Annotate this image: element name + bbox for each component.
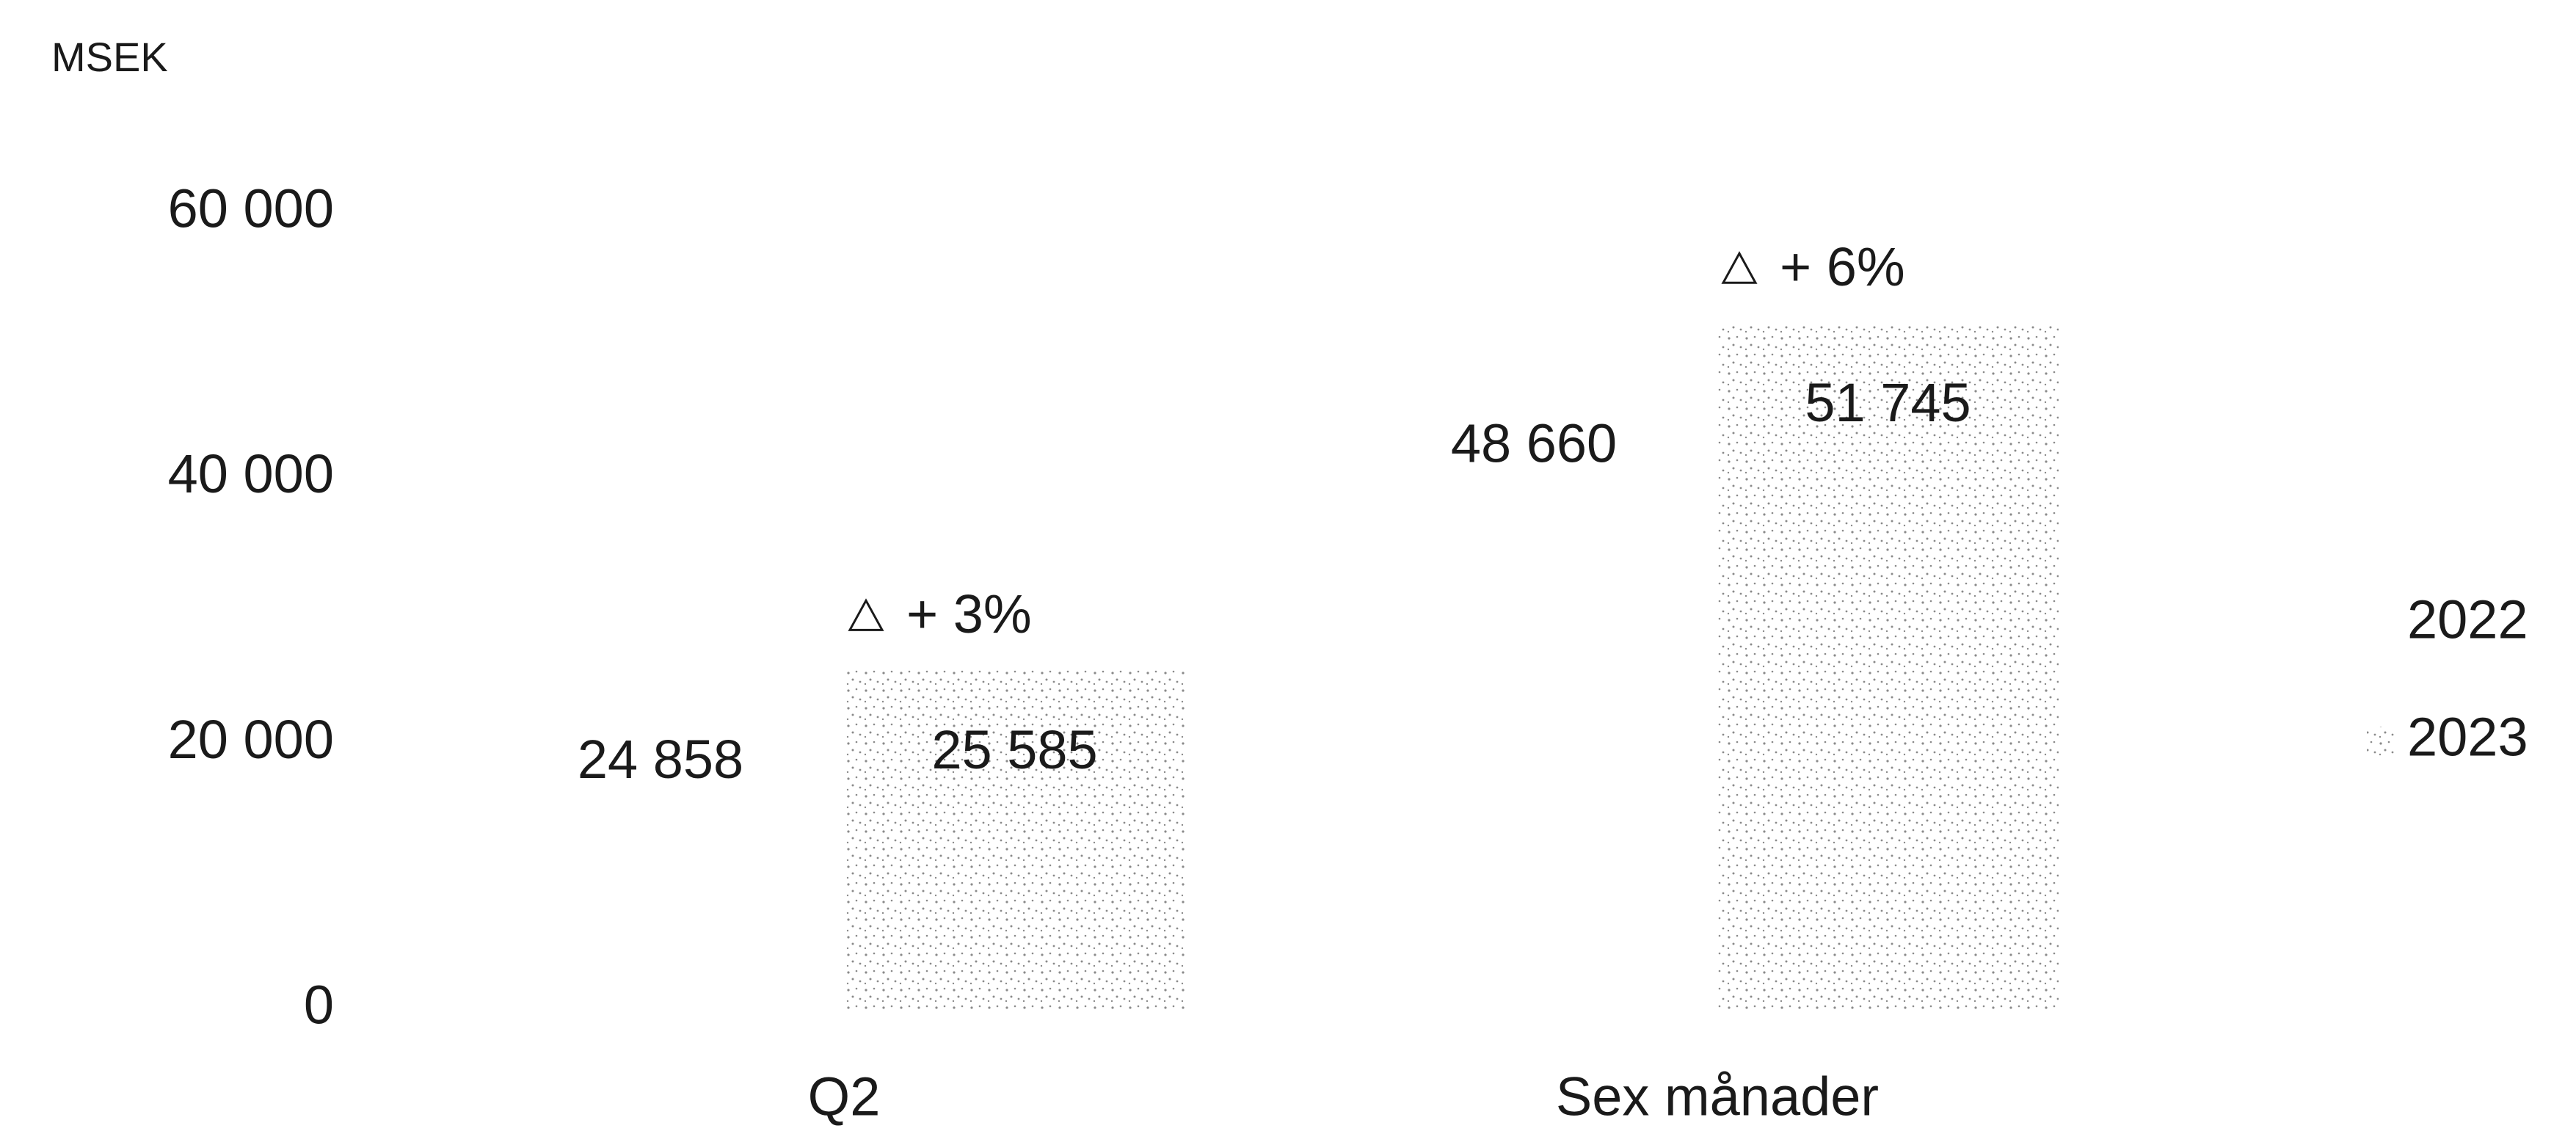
x-tick-label: Q2	[808, 1066, 881, 1127]
legend-swatch	[2367, 609, 2396, 639]
value-label: 24 858	[578, 729, 743, 790]
delta-symbol	[1721, 251, 1758, 284]
annotation: + 3%	[906, 583, 1032, 644]
y-tick-label: 0	[304, 975, 334, 1036]
bar	[844, 669, 1185, 1009]
value-label: 51 745	[1805, 372, 1971, 433]
delta-symbol	[848, 598, 884, 631]
bar	[503, 679, 844, 1009]
y-tick-label: 60 000	[168, 178, 334, 239]
y-tick-label: 20 000	[168, 709, 334, 770]
legend-label: 2023	[2407, 707, 2528, 768]
annotation: + 6%	[1780, 236, 1905, 297]
bar	[1376, 363, 1717, 1009]
y-axis-label: MSEK	[51, 34, 168, 80]
value-label: 48 660	[1451, 413, 1617, 474]
legend-label: 2022	[2407, 589, 2528, 650]
bar	[1717, 322, 2059, 1009]
value-label: 25 585	[931, 719, 1097, 780]
legend-swatch	[2367, 727, 2396, 756]
y-tick-label: 40 000	[168, 443, 334, 504]
x-tick-label: Sex månader	[1556, 1066, 1879, 1127]
